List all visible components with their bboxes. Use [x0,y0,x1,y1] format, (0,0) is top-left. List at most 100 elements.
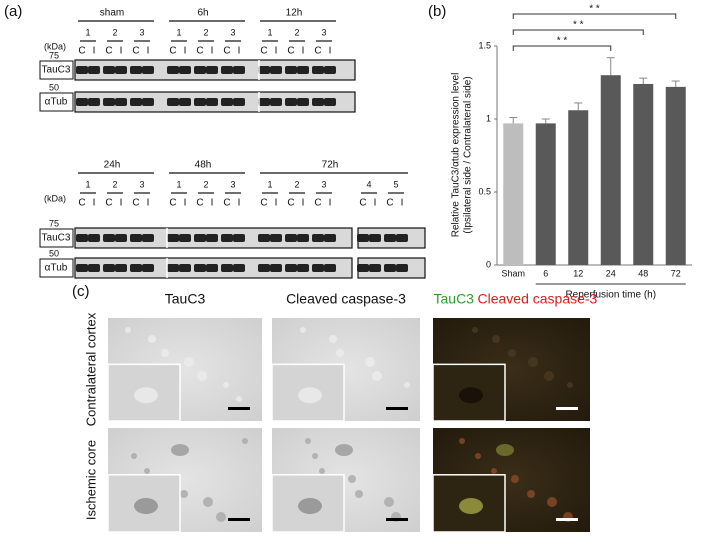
y-tick-label: 1.5 [478,40,491,50]
band [103,98,115,106]
side-label: I [238,198,241,209]
cell-spot [508,349,516,357]
lane-number: 2 [294,27,299,37]
lane-number: 3 [139,27,144,37]
band [312,264,324,272]
band [369,264,381,272]
band [233,66,245,74]
band [88,234,100,242]
band [88,98,100,106]
inset-cell [298,498,322,514]
significance-label: * * [557,36,568,47]
band [258,98,270,106]
row-label-box [39,228,74,248]
cell-body [496,444,514,456]
lane-number: 3 [321,27,326,37]
scale-bar [386,407,408,410]
band [167,66,179,74]
group-label: sham [100,8,124,19]
lane-number: 1 [176,27,181,37]
side-label: C [196,46,203,57]
band [206,98,218,106]
cell-spot [355,490,363,498]
row-label-box [39,60,74,80]
x-tick-label: 12 [573,268,583,278]
side-label: C [260,198,267,209]
band [206,66,218,74]
band [167,98,179,106]
inset-cell [459,387,483,404]
cell-spot [125,327,131,333]
x-tick-label: Sham [501,268,525,278]
bar [535,123,556,265]
cell-spot [365,357,375,367]
x-tick-label: 72 [671,268,681,278]
lane-number: 2 [203,179,208,189]
band [285,98,297,106]
side-label: C [287,46,294,57]
cell-body [171,444,189,456]
significance-bracket [512,45,612,51]
band [115,264,127,272]
band [130,264,142,272]
marker-label: 50 [49,82,59,92]
side-label: I [184,198,187,209]
band [142,66,154,74]
band [103,66,115,74]
band [312,66,324,74]
band [258,66,270,74]
lane-number: 2 [112,179,117,189]
side-label: C [169,198,176,209]
band [312,234,324,242]
x-tick-label: 48 [638,268,648,278]
band [88,264,100,272]
side-label: I [275,46,278,57]
cell-spot [197,371,207,381]
side-label: I [374,198,377,209]
bar [633,83,654,266]
band [179,234,191,242]
cell-spot [567,382,573,388]
band [76,66,88,74]
scale-bar [556,407,578,410]
side-label: I [302,46,305,57]
bar [503,123,524,265]
band [270,264,282,272]
cell-body [335,444,353,456]
significance-bracket [512,13,677,19]
side-label: I [238,46,241,57]
lane-number: 1 [267,179,272,189]
band [297,234,309,242]
side-label: C [359,198,366,209]
bar [665,86,686,265]
band [270,66,282,74]
side-label: I [302,198,305,209]
band [103,234,115,242]
lane-number: 1 [85,179,90,189]
cell-spot [544,371,554,381]
cell-spot [312,453,318,459]
cell-spot [300,327,306,333]
side-label: C [105,198,112,209]
cell-spot [184,357,194,367]
kda-label: (kDa) [44,193,66,203]
cell-spot [511,475,519,483]
cell-spot [348,475,356,483]
bar [600,75,621,265]
panel-label: (b) [428,3,446,20]
lane-number: 3 [230,27,235,37]
cell-spot [131,453,137,459]
side-label: I [120,198,123,209]
row-label: TauC3 [42,65,71,76]
band [297,264,309,272]
side-label: C [105,46,112,57]
cell-spot [144,468,150,474]
band [76,234,88,242]
band [179,98,191,106]
side-label: I [147,198,150,209]
cell-spot [216,512,226,522]
cell-spot [161,349,169,357]
inset-cell [134,498,158,514]
cell-spot [180,490,188,498]
scale-bar [556,518,578,521]
